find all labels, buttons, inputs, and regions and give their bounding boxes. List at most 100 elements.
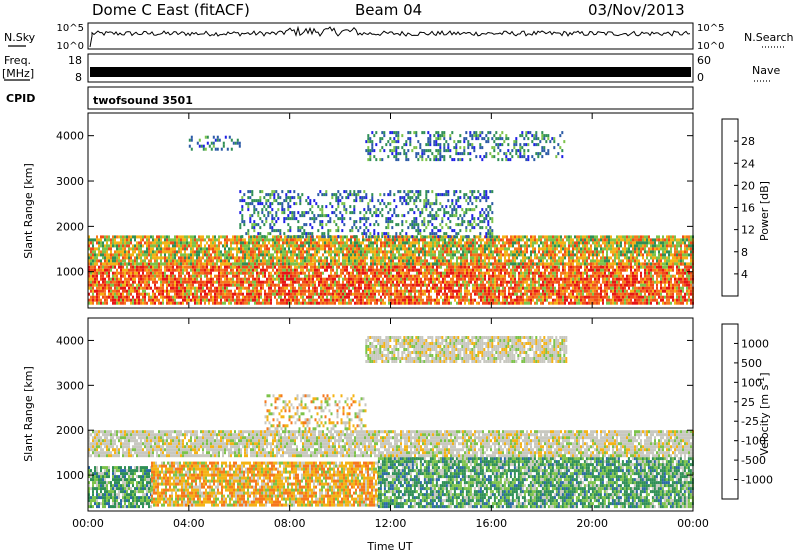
power-echo-cell [688,292,690,296]
power-echo-cell [112,301,114,305]
power-echo-cell [174,301,176,305]
power-echo-cell [428,292,430,296]
power-echo-cell [534,274,536,278]
power-echo-cell [626,301,628,305]
power-echo-cell [192,265,194,269]
power-echo-cell [294,289,296,293]
power-echo-cell [208,253,210,257]
power-echo-cell [270,253,272,257]
power-echo-cell [320,298,322,302]
power-echo-cell [606,286,608,290]
power-echo-cell [120,253,122,257]
power-echo-cell [344,301,346,305]
power-echo-cell [204,247,206,251]
power-echo-cell [238,262,240,266]
power-echo-cell [268,256,270,260]
power-echo-cell [122,241,124,245]
power-echo-cell [508,280,510,284]
power-echo-cell [174,277,176,281]
power-echo-cell [402,289,404,293]
power-echo-cell [136,295,138,299]
power-echo-cell [572,283,574,287]
power-echo-cell [186,247,188,251]
power-echo-cell [346,244,348,248]
power-echo-cell [112,271,114,275]
power-echo-cell [616,265,618,269]
power-echo-cell [124,256,126,260]
power-echo-cell [224,238,226,242]
power-echo-cell [660,298,662,302]
power-echo-cell [178,301,180,305]
power-echo-cell [254,265,256,269]
power-echo-cell [368,244,370,248]
power-echo-cell [366,268,368,272]
power-echo-cell [662,265,664,269]
power-echo-cell [312,253,314,257]
power-echo-cell [276,292,278,296]
power-echo-cell [376,298,378,302]
power-echo-cell [110,292,112,296]
power-echo-cell [140,298,142,302]
power-echo-cell [148,259,150,263]
power-echo-cell [600,283,602,287]
power-echo-cell [386,292,388,296]
power-echo-cell [252,277,254,281]
power-echo-cell [420,271,422,275]
power-echo-cell [250,295,252,299]
power-echo-cell [294,292,296,296]
power-echo-cell [634,277,636,281]
power-echo-cell [296,262,298,266]
power-echo-cell [274,289,276,293]
power-echo-cell [240,259,242,263]
power-echo-cell [556,292,558,296]
power-echo-cell [572,286,574,290]
power-echo-cell [390,265,392,269]
power-echo-cell [660,295,662,299]
power-echo-cell [442,298,444,302]
power-echo-cell [570,271,572,275]
power-echo-cell [540,271,542,275]
power-echo-cell [144,259,146,263]
power-echo-cell [266,301,268,305]
power-echo-cell [360,271,362,275]
power-echo-cell [118,286,120,290]
power-echo-cell [242,256,244,260]
power-echo-cell [538,295,540,299]
power-echo-cell [132,283,134,287]
power-echo-cell [332,274,334,278]
power-echo-cell [398,301,400,305]
power-echo-cell [454,271,456,275]
power-echo-cell [334,250,336,254]
power-echo-cell [506,298,508,302]
power-echo-cell [586,274,588,278]
power-echo-cell [202,253,204,257]
power-echo-cell [110,262,112,266]
power-echo-cell [646,283,648,287]
power-echo-cell [178,250,180,254]
power-echo-cell [236,295,238,299]
power-echo-cell [120,277,122,281]
power-echo-cell [196,241,198,245]
power-echo-cell [164,247,166,251]
power-echo-cell [524,280,526,284]
power-echo-cell [318,271,320,275]
power-echo-cell [676,295,678,299]
power-echo-cell [210,265,212,269]
power-echo-cell [256,274,258,278]
power-echo-cell [412,286,414,290]
power-echo-cell [290,286,292,290]
power-echo-cell [522,301,524,305]
power-echo-cell [98,280,100,284]
power-echo-cell [246,250,248,254]
power-echo-cell [142,253,144,257]
power-echo-cell [224,289,226,293]
power-echo-cell [464,295,466,299]
power-echo-cell [226,241,228,245]
power-echo-cell [584,268,586,272]
power-echo-cell [446,286,448,290]
power-echo-cell [424,271,426,275]
power-echo-cell [192,253,194,257]
power-echo-cell [312,256,314,260]
power-echo-cell [520,268,522,272]
power-echo-cell [364,250,366,254]
